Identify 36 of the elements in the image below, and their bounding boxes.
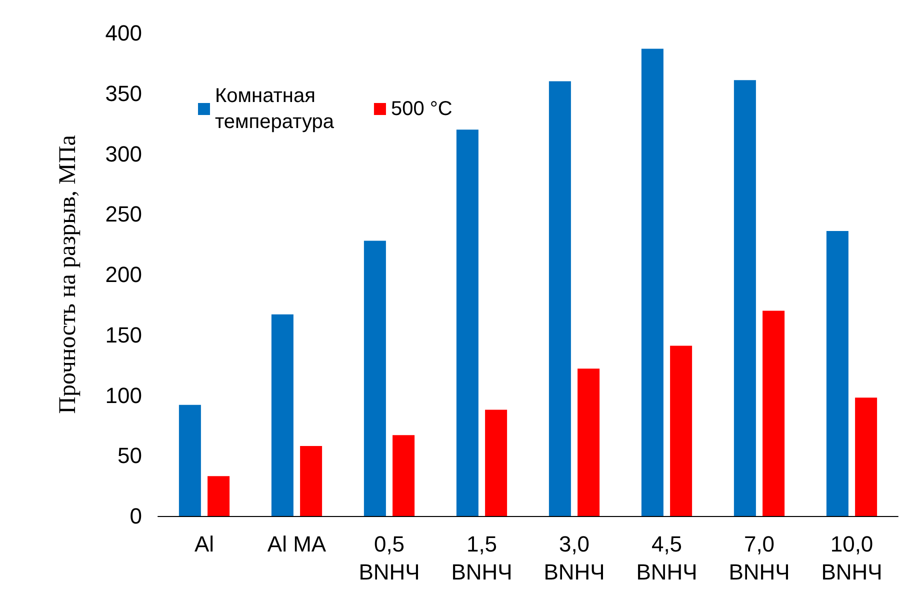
y-tick-label: 100 [105,382,142,408]
y-tick-label: 150 [105,322,142,348]
bar [208,476,230,516]
x-tick-label: 0,5 BNHЧ [358,532,420,584]
x-tick-label: 3,0 BNHЧ [544,532,605,584]
x-tick-label: 4,5 BNHЧ [636,532,698,584]
y-tick-label: 400 [105,20,142,46]
bar [670,346,692,516]
x-tick-label: 7,0 BNHЧ [728,532,790,584]
bar [178,404,201,516]
bar [762,310,785,516]
bar [271,314,294,516]
legend-label: 500 °C [390,98,452,120]
bar [641,48,664,516]
y-tick-label: 50 [118,443,142,468]
x-tick-label: 10,0 BNHЧ [821,532,882,584]
bar [548,81,571,516]
bar [300,446,322,516]
bar [826,231,848,516]
bar [578,368,600,516]
x-tick-label: 1,5 BNHЧ [451,532,512,584]
bar [855,398,878,516]
y-tick-label: 250 [105,202,142,227]
bar [392,435,415,516]
y-tick-label: 200 [105,262,142,287]
bar [485,410,508,516]
y-axis-title: Прочность на разрыв, МПа [55,134,81,414]
bar [734,80,756,516]
y-tick-label: 300 [105,141,142,166]
bar [364,240,386,516]
y-tick-label: 350 [105,80,142,106]
x-tick-label: Al [194,532,214,556]
bar [456,130,478,516]
x-tick-label: Al MA [267,532,326,556]
legend-label: Комнатная температура [215,85,335,133]
y-tick-label: 0 [130,504,142,528]
